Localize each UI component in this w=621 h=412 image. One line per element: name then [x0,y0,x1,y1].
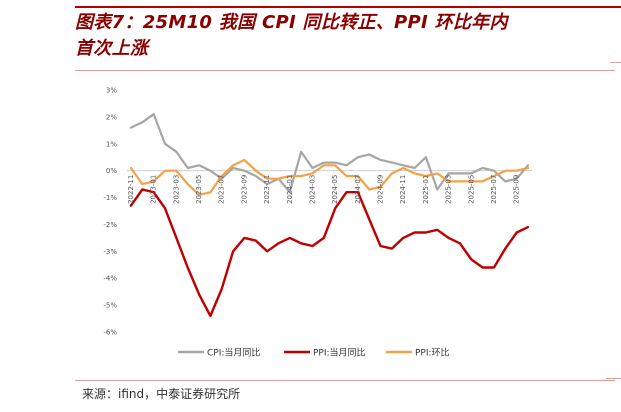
y-tick-label: 0% [106,167,117,175]
source-note: 来源：ifind，中泰证券研究所 [82,387,241,401]
x-tick-label: 2025-05 [467,175,475,204]
y-tick-label: -1% [103,194,117,202]
x-tick-layer: 2022-11 2023-01 2023-03 2023-05 2023-07 2023-… [127,175,521,204]
series-layer [129,113,530,318]
x-tick-label: 2023-11 [263,175,271,204]
ppi-yoy-line [129,188,530,318]
x-tick-label: 2025-01 [422,175,430,204]
figure-title-line2: 首次上涨 [75,38,149,59]
right-edge-rule [606,6,621,8]
y-tick-label: -4% [103,275,117,283]
x-tick-label: 2024-01 [286,175,294,204]
legend-label: PPI:当月同比 [313,347,366,359]
x-tick-label: 2023-07 [218,175,226,204]
x-tick-label: 2025-07 [490,175,498,204]
y-tick-label: -3% [103,248,117,256]
y-tick-label: 1% [106,140,117,148]
figure-title: 图表7：25M10 我国 CPI 同比转正、PPI 环比年内 首次上涨 [75,10,575,62]
top-rule [75,6,615,8]
x-tick-label: 2023-03 [172,175,180,204]
y-tick-label: 3% [106,87,117,95]
figure-title-line1: 图表7：25M10 我国 CPI 同比转正、PPI 环比年内 [75,12,508,33]
x-tick-label: 2023-09 [240,175,248,204]
x-tick-label: 2022-11 [127,175,135,204]
y-tick-label: -2% [103,221,117,229]
ppi-mom-line [129,158,530,196]
x-tick-label: 2025-03 [445,175,453,204]
x-tick-label: 2023-01 [150,175,158,204]
x-tick-label: 2024-03 [308,175,316,204]
x-tick-label: 2025-09 [513,175,521,204]
legend: CPI:当月同比 PPI:当月同比 PPI:环比 [178,347,450,359]
bottom-rule [75,380,615,381]
legend-label: PPI:环比 [415,347,450,359]
legend-label: CPI:当月同比 [207,347,260,359]
y-tick-label: 2% [106,113,117,121]
x-tick-label: 2024-11 [399,175,407,204]
x-tick-label: 2024-05 [331,175,339,204]
y-tick-label: -5% [103,302,117,310]
y-tick-label: -6% [103,329,117,337]
right-edge-rule-3 [606,378,621,379]
y-tick-layer: 3% 2% 1% 0% -1% -2% -3% -4% -5% -6% [103,87,117,337]
right-edge-rule-2 [610,62,621,63]
x-tick-label: 2024-07 [354,175,362,204]
x-tick-label: 2024-09 [377,175,385,204]
title-rule [75,70,615,71]
x-tick-label: 2023-05 [195,175,203,204]
cpi-yoy-line [129,113,530,194]
